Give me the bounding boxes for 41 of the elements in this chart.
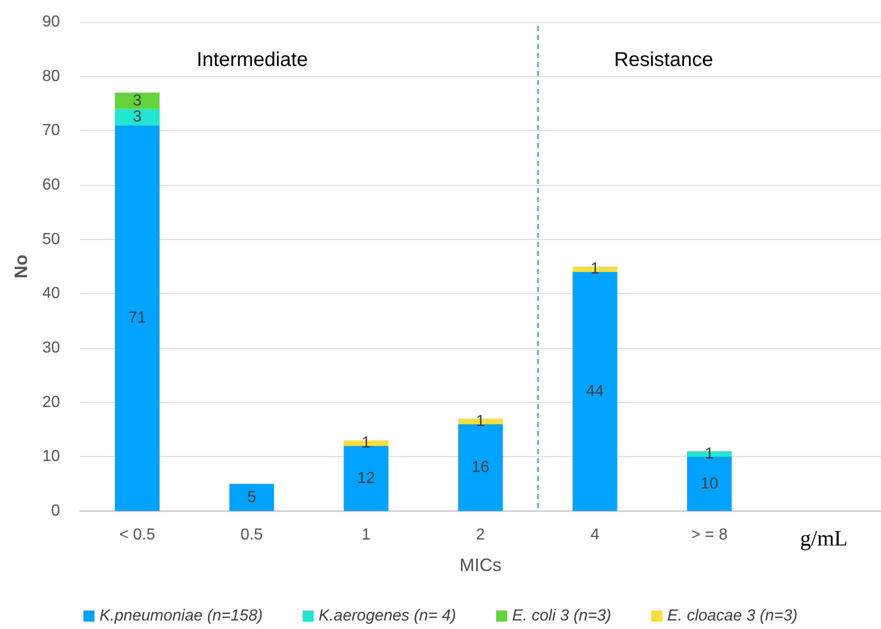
x-tick-label: 4 xyxy=(590,526,600,544)
bar xyxy=(687,456,732,511)
x-axis-title: MICs xyxy=(460,555,502,575)
y-tick-label: 90 xyxy=(42,14,60,30)
bar xyxy=(229,484,274,511)
annotation: Intermediate xyxy=(196,49,308,71)
data-label: 12 xyxy=(357,470,376,487)
y-tick-label: 20 xyxy=(42,394,60,411)
data-label: 44 xyxy=(586,382,604,400)
legend-label: E. coli 3 (n=3) xyxy=(512,608,612,624)
legend-label: K.aerogenes (n= 4) xyxy=(318,608,456,624)
bar xyxy=(572,272,618,511)
y-tick-label: 80 xyxy=(42,68,60,85)
y-tick-label: 10 xyxy=(42,448,60,466)
y-tick-label: 30 xyxy=(42,340,60,356)
x-tick-label: 0.5 xyxy=(240,526,263,544)
legend-label: E. cloacae 3 (n=3) xyxy=(667,608,798,624)
data-label: 3 xyxy=(132,108,142,126)
bar xyxy=(114,108,160,126)
data-label: 5 xyxy=(247,488,256,506)
y-axis-title: No xyxy=(11,254,31,278)
x-tick-label: 2 xyxy=(476,526,486,544)
y-tick-label: 60 xyxy=(42,176,60,194)
bar xyxy=(458,424,503,511)
data-label: 71 xyxy=(128,310,146,327)
y-tick-label: 70 xyxy=(42,122,60,140)
data-label: 10 xyxy=(700,475,718,492)
bar xyxy=(114,125,160,511)
x-tick-label: < 0.5 xyxy=(119,526,156,544)
data-label: 3 xyxy=(132,92,142,110)
y-tick-label: 0 xyxy=(51,502,60,520)
bar xyxy=(344,446,388,511)
data-label: 16 xyxy=(472,459,490,476)
y-tick-label: 40 xyxy=(42,285,60,302)
x-tick-label: > = 8 xyxy=(691,526,728,544)
legend-label: K.pneumoniae (n=158) xyxy=(99,608,263,624)
y-tick-label: 50 xyxy=(42,230,60,248)
x-tick-label: g/mL xyxy=(800,526,848,550)
annotation: Resistance xyxy=(614,49,714,71)
bar xyxy=(114,92,160,109)
x-tick-label: 1 xyxy=(362,526,371,544)
